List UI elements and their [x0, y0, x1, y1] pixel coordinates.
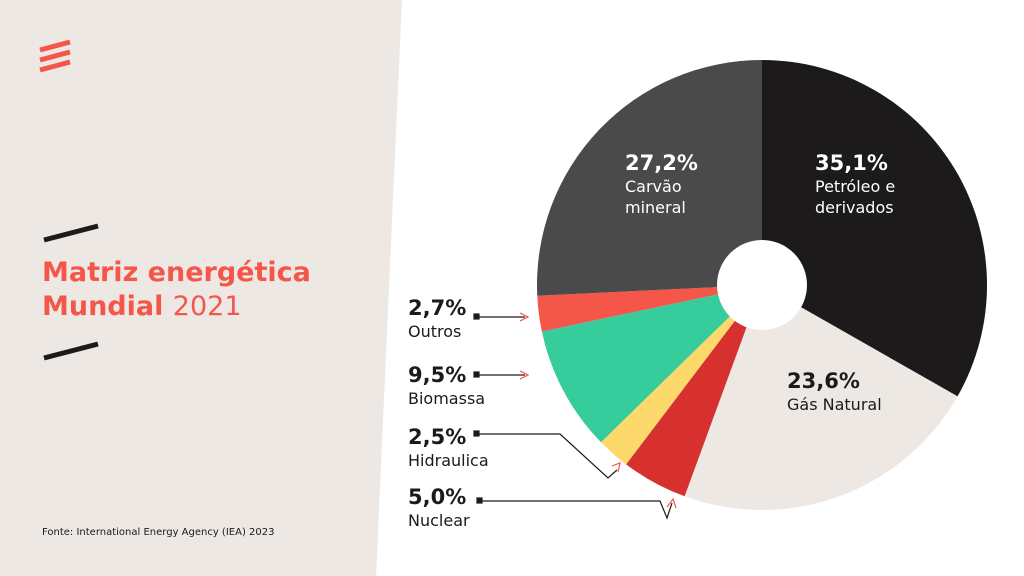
value-label: 2,7% — [408, 296, 467, 320]
pie-slice — [601, 285, 762, 465]
slice-label: 27,2% Carvão mineral — [625, 150, 715, 219]
pie-slice — [684, 285, 958, 510]
decor-line — [43, 341, 99, 361]
category-label: Outros — [408, 322, 462, 342]
donut-hole — [717, 240, 807, 330]
category-label: Biomassa — [408, 389, 486, 409]
slice-label: 5,0% Nuclear — [408, 484, 498, 532]
category-label: Gás Natural — [787, 395, 882, 415]
chart-title: Matriz energética Mundial 2021 — [42, 256, 311, 324]
category-label: Hidraulica — [408, 451, 489, 471]
category-label: Nuclear — [408, 511, 470, 531]
title-bold: Mundial — [42, 290, 164, 322]
category-label: Petróleo e derivados — [815, 177, 896, 218]
value-label: 2,5% — [408, 425, 467, 449]
slice-label: 2,7% Outros — [408, 295, 498, 343]
value-label: 9,5% — [408, 363, 467, 387]
value-label: 27,2% — [625, 151, 698, 175]
decor-line — [43, 223, 99, 243]
value-label: 23,6% — [787, 369, 860, 393]
category-label: Carvão mineral — [625, 177, 686, 218]
pie-slice — [537, 285, 762, 332]
pie-slice — [541, 285, 762, 443]
leader-lines — [473, 312, 677, 520]
value-label: 5,0% — [408, 485, 467, 509]
slice-label: 9,5% Biomassa — [408, 362, 508, 410]
slice-label: 23,6% Gás Natural — [787, 368, 927, 416]
pie-slice — [762, 60, 987, 397]
slice-label: 35,1% Petróleo e derivados — [815, 150, 955, 219]
value-label: 35,1% — [815, 151, 888, 175]
slice-label: 2,5% Hidraulica — [408, 424, 508, 472]
logo — [39, 39, 71, 73]
pie-slice — [626, 285, 762, 497]
source-note: Fonte: International Energy Agency (IEA)… — [42, 527, 275, 538]
pie-slice — [537, 60, 762, 296]
title-year: 2021 — [172, 290, 242, 322]
title-text: Matriz energética — [42, 257, 311, 288]
